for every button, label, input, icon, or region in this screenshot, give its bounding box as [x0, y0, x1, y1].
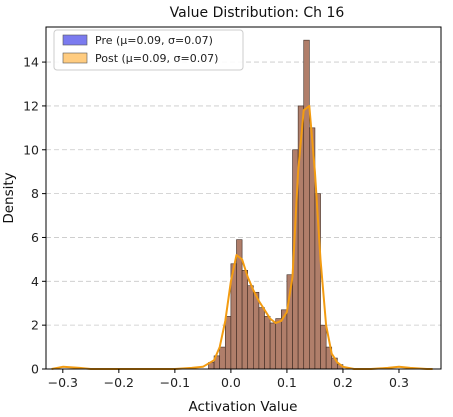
y-tick-label-5: 10 — [23, 142, 39, 157]
plot-frame — [45, 26, 442, 370]
histogram-bar-12 — [275, 318, 282, 370]
histogram-bar-11 — [269, 322, 277, 370]
histogram-bar-17 — [303, 39, 310, 370]
histogram-bar-20 — [320, 324, 327, 370]
y-tick-label-3: 6 — [31, 230, 39, 245]
x-tick-label-3: 0.0 — [221, 375, 241, 390]
x-tick-label-5: 0.2 — [333, 375, 353, 390]
histogram-bar-10 — [264, 316, 271, 370]
y-tick-label-0: 0 — [31, 362, 39, 377]
x-axis-label: Activation Value — [189, 399, 298, 415]
y-tick-label-2: 4 — [31, 274, 39, 289]
kde-line — [51, 104, 433, 370]
histogram-bar-3 — [224, 316, 232, 370]
legend-label-pre: Pre (μ=0.09, σ=0.07) — [95, 34, 213, 47]
kde-curve — [51, 104, 433, 370]
histogram-bar-8 — [253, 291, 260, 370]
histogram-bars — [208, 39, 344, 370]
legend-swatch-pre — [62, 34, 88, 46]
x-tick-label-2: −0.1 — [160, 375, 190, 390]
y-tick-label-7: 14 — [23, 55, 39, 70]
histogram-bar-2 — [219, 346, 226, 370]
legend-box — [53, 29, 244, 71]
histogram-bar-7 — [247, 285, 254, 370]
legend: Pre (μ=0.09, σ=0.07) Post (μ=0.09, σ=0.0… — [53, 29, 244, 71]
x-tick-label-0: −0.3 — [48, 375, 78, 390]
legend-swatch-post — [62, 52, 88, 64]
y-axis-label: Density — [1, 172, 17, 223]
histogram-bar-6 — [241, 270, 249, 370]
histogram-bar-9 — [258, 307, 265, 370]
y-axis-ticks: 0 2 4 6 8 10 12 14 — [23, 55, 46, 377]
y-tick-label-1: 2 — [31, 318, 39, 333]
x-tick-label-6: 0.3 — [389, 375, 409, 390]
x-tick-label-4: 0.1 — [277, 375, 297, 390]
y-tick-label-6: 12 — [23, 98, 39, 113]
chart-title: Value Distribution: Ch 16 — [170, 5, 345, 21]
y-tick-label-4: 8 — [31, 186, 39, 201]
legend-label-post: Post (μ=0.09, σ=0.07) — [95, 52, 218, 65]
x-tick-label-1: −0.2 — [104, 375, 134, 390]
x-axis-ticks: −0.3 −0.2 −0.1 0.0 0.1 0.2 0.3 — [48, 369, 409, 390]
